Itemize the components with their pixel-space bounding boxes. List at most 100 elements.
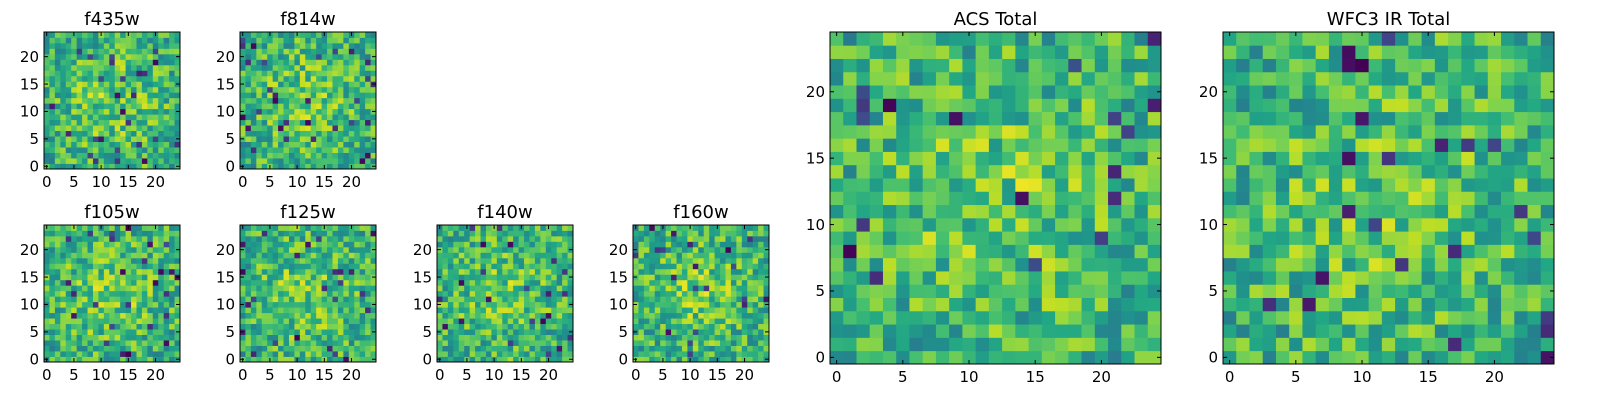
heatmap-cell xyxy=(136,340,143,346)
heatmap-cell xyxy=(714,235,721,242)
heatmap-cell xyxy=(163,125,170,132)
y-tick-label: 10 xyxy=(216,103,235,121)
heatmap-cell xyxy=(109,345,116,352)
heatmap-cell xyxy=(332,285,339,292)
heatmap-cell xyxy=(747,235,754,242)
heatmap-cell xyxy=(278,334,284,341)
heatmap-cell xyxy=(71,345,78,352)
heatmap-cell xyxy=(343,285,350,292)
heatmap-cell xyxy=(169,351,175,357)
heatmap-cell xyxy=(136,307,143,314)
heatmap-cell xyxy=(437,279,443,286)
heatmap-cell xyxy=(54,230,61,237)
heatmap-cell xyxy=(288,296,295,303)
heatmap-cell xyxy=(65,235,72,242)
heatmap-cell xyxy=(343,163,350,170)
heatmap-cell xyxy=(87,312,94,319)
heatmap-cell xyxy=(92,48,99,55)
heatmap-cell xyxy=(882,204,897,219)
heatmap-cell xyxy=(1068,178,1082,192)
heatmap-cell xyxy=(256,48,263,55)
heatmap-cell xyxy=(256,257,263,264)
heatmap-cell xyxy=(752,263,759,270)
heatmap-cell xyxy=(491,312,498,319)
heatmap-cell xyxy=(480,257,487,264)
heatmap-cell xyxy=(1487,297,1502,312)
heatmap-cell xyxy=(348,263,355,270)
heatmap-cell xyxy=(114,235,121,242)
heatmap-cell xyxy=(147,356,154,363)
heatmap-cell xyxy=(671,274,677,281)
heatmap-cell xyxy=(843,164,857,179)
heatmap-cell xyxy=(343,296,350,303)
heatmap-cell xyxy=(935,310,950,325)
heatmap-cell xyxy=(283,81,290,88)
heatmap-cell xyxy=(87,64,94,71)
heatmap-cell xyxy=(687,312,694,319)
heatmap-cell xyxy=(458,263,465,270)
heatmap-cell xyxy=(1236,164,1250,179)
heatmap-cell xyxy=(60,340,67,346)
heatmap-cell xyxy=(502,285,509,292)
heatmap-cell xyxy=(288,351,295,357)
heatmap-cell xyxy=(437,318,443,325)
heatmap-cell xyxy=(261,59,268,66)
heatmap-cell xyxy=(643,290,650,297)
heatmap-cell xyxy=(437,252,443,259)
heatmap-cell xyxy=(447,296,454,303)
heatmap-cell xyxy=(245,257,252,264)
heatmap-cell xyxy=(1434,257,1449,272)
heatmap-cell xyxy=(272,147,279,153)
heatmap-cell xyxy=(709,279,715,286)
heatmap-cell xyxy=(103,147,110,153)
heatmap-cell xyxy=(654,285,661,292)
heatmap-cell xyxy=(649,252,656,259)
heatmap-cell xyxy=(310,119,317,126)
heatmap-cell xyxy=(354,257,361,264)
heatmap-cell xyxy=(709,230,715,237)
heatmap-cell xyxy=(131,351,137,357)
heatmap-cell xyxy=(437,334,443,341)
heatmap-cell xyxy=(141,103,148,110)
heatmap-cell xyxy=(174,345,181,352)
heatmap-cell xyxy=(114,59,121,66)
heatmap-cell xyxy=(305,158,312,164)
heatmap-cell xyxy=(709,268,715,275)
heatmap-cell xyxy=(370,32,377,38)
heatmap-cell xyxy=(365,241,371,248)
heatmap-cell xyxy=(681,318,688,325)
heatmap-cell xyxy=(76,323,83,330)
heatmap-cell xyxy=(698,263,705,270)
heatmap-cell xyxy=(71,334,78,341)
heatmap-cell xyxy=(714,340,721,346)
heatmap-cell xyxy=(125,351,132,357)
heatmap-cell xyxy=(87,263,94,270)
heatmap-cell xyxy=(152,334,159,341)
heatmap-cell xyxy=(256,103,263,110)
heatmap-cell xyxy=(240,334,246,341)
heatmap-cell xyxy=(288,48,295,55)
heatmap-cell xyxy=(1474,324,1489,338)
heatmap-cell xyxy=(343,86,350,93)
heatmap-cell xyxy=(1002,98,1016,113)
heatmap-cell xyxy=(174,225,181,231)
heatmap-cell xyxy=(54,274,61,281)
heatmap-cell xyxy=(92,130,99,137)
heatmap-cell xyxy=(44,147,50,153)
heatmap-cell xyxy=(681,323,688,330)
heatmap-cell xyxy=(141,152,148,159)
heatmap-cell xyxy=(475,296,481,303)
heatmap-cell xyxy=(370,318,377,325)
heatmap-cell xyxy=(114,345,121,352)
heatmap-cell xyxy=(714,296,721,303)
heatmap-cell xyxy=(1474,350,1489,365)
heatmap-cell xyxy=(741,263,748,270)
heatmap-cell xyxy=(109,307,116,314)
heatmap-cell xyxy=(949,191,963,206)
heatmap-cell xyxy=(869,32,884,46)
heatmap-cell xyxy=(147,263,154,270)
heatmap-cell xyxy=(141,290,148,297)
heatmap-cell xyxy=(752,235,759,242)
heatmap-cell xyxy=(337,147,344,153)
heatmap-cell xyxy=(1421,271,1436,285)
